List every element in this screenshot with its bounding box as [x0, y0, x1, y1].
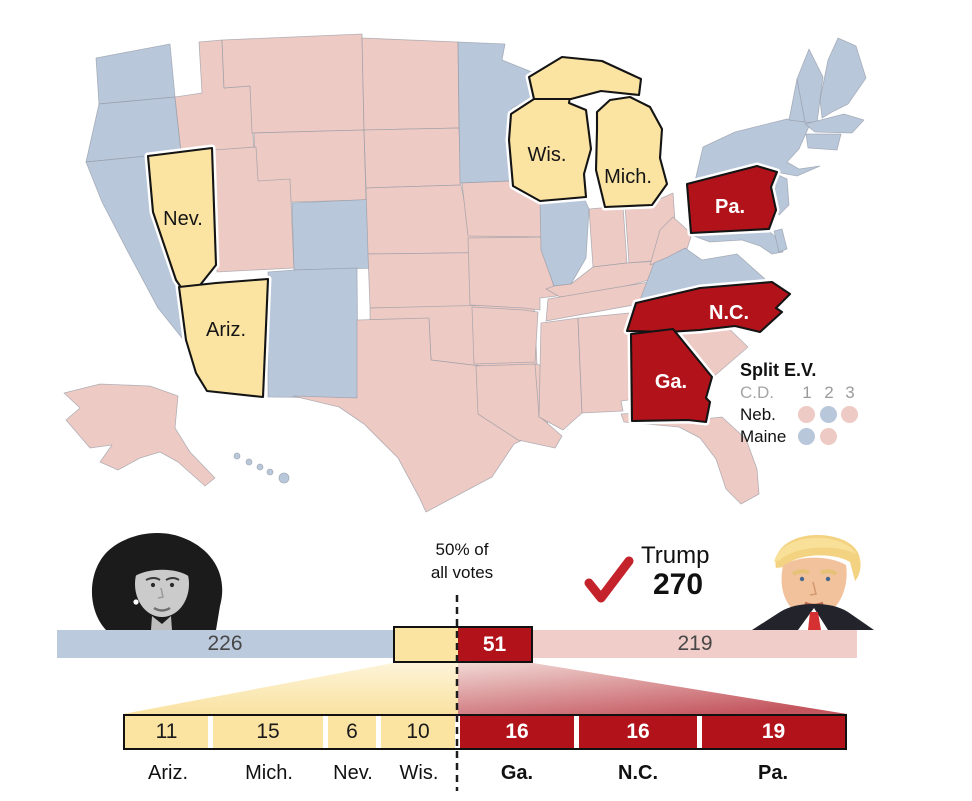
state-louisiana — [475, 363, 563, 449]
state-new-mexico — [267, 267, 359, 399]
legend-district-1: 1 — [802, 383, 812, 402]
state-maine — [819, 37, 867, 119]
winner-name: Trump — [641, 542, 710, 569]
ev-segment-north-carolina: 16 — [579, 716, 697, 748]
state-pennsylvania-won — [685, 164, 779, 235]
uncalled-ev-box: 51 — [393, 626, 533, 663]
breakdown-label-wisconsin: Wis. — [399, 762, 439, 784]
ev-segment-arizona: 11 — [125, 716, 208, 748]
state-alabama — [577, 312, 637, 414]
harris-portrait — [91, 532, 223, 630]
breakdown-label-north-carolina: N.C. — [618, 762, 658, 784]
state-south-dakota — [363, 127, 462, 189]
ev-segment-pennsylvania: 19 — [702, 716, 845, 748]
legend-title: Split E.V. — [740, 360, 817, 380]
breakdown-label-michigan: Mich. — [245, 762, 293, 784]
state-hawaii — [233, 452, 290, 484]
legend-maine-label: Maine — [740, 427, 787, 446]
label-nevada: Nev. — [163, 208, 203, 230]
label-north-carolina: N.C. — [709, 302, 749, 324]
state-arizona-tossup — [177, 277, 270, 399]
threshold-label: 50% of all votes — [398, 538, 526, 584]
breakdown-label-nevada: Nev. — [333, 762, 373, 784]
legend-cd-label: C.D. — [740, 383, 774, 402]
state-arkansas — [471, 306, 539, 365]
state-massachusetts — [804, 113, 865, 134]
fifty-percent-dashed-line — [455, 595, 459, 791]
threshold-line2: all votes — [430, 563, 494, 582]
trump-portrait — [752, 534, 874, 630]
uncalled-tossup-portion — [395, 628, 458, 661]
ev-segment-michigan: 15 — [213, 716, 323, 748]
state-indiana — [588, 205, 628, 268]
legend-district-3: 3 — [845, 383, 855, 402]
state-michigan-tossup — [527, 55, 669, 209]
state-montana — [221, 33, 365, 134]
maine-cd2-dot — [820, 428, 837, 445]
label-pennsylvania: Pa. — [715, 196, 745, 218]
state-utah — [213, 146, 295, 273]
split-ev-legend: Split E.V. C.D. 1 2 3 Neb. Maine — [740, 360, 930, 447]
ev-segment-nevada: 6 — [328, 716, 376, 748]
label-georgia: Ga. — [655, 371, 687, 393]
state-alaska — [63, 383, 216, 487]
label-wisconsin: Wis. — [528, 144, 567, 166]
label-arizona: Ariz. — [206, 319, 246, 341]
winner-electoral-votes: 270 — [653, 568, 704, 601]
nebraska-cd1-dot — [798, 406, 815, 423]
uncalled-won-portion: 51 — [458, 628, 531, 661]
state-new-york — [694, 118, 821, 182]
state-mississippi — [538, 317, 583, 431]
us-electoral-map: Nev. Ariz. Wis. Mich. Pa. N.C. Ga. — [63, 33, 867, 513]
ev-segment-wisconsin: 10 — [381, 716, 455, 748]
breakdown-label-arizona: Ariz. — [148, 762, 188, 784]
legend-nebraska-label: Neb. — [740, 405, 776, 424]
state-connecticut-rhode-island — [805, 133, 842, 151]
state-delaware — [773, 228, 788, 253]
check-icon — [584, 556, 634, 603]
nebraska-cd2-dot — [820, 406, 837, 423]
rep-ev-bar: 219 — [533, 630, 857, 658]
state-washington — [95, 43, 176, 105]
ev-segment-georgia: 16 — [460, 716, 574, 748]
threshold-line1: 50% of — [435, 540, 489, 559]
state-georgia-won — [629, 327, 714, 424]
nebraska-cd3-dot — [841, 406, 858, 423]
state-ev-breakdown-bar: 11 15 6 10 16 16 19 — [123, 714, 847, 750]
dem-ev-bar: 226 — [57, 630, 393, 658]
label-michigan: Mich. — [604, 166, 652, 188]
state-north-dakota — [361, 37, 460, 131]
legend-district-2: 2 — [824, 383, 834, 402]
breakdown-label-pennsylvania: Pa. — [757, 762, 789, 784]
funnel-connector — [123, 663, 847, 714]
state-north-carolina-won — [625, 280, 792, 334]
breakdown-label-georgia: Ga. — [500, 762, 534, 784]
state-maryland — [690, 230, 784, 255]
maine-cd1-dot — [798, 428, 815, 445]
